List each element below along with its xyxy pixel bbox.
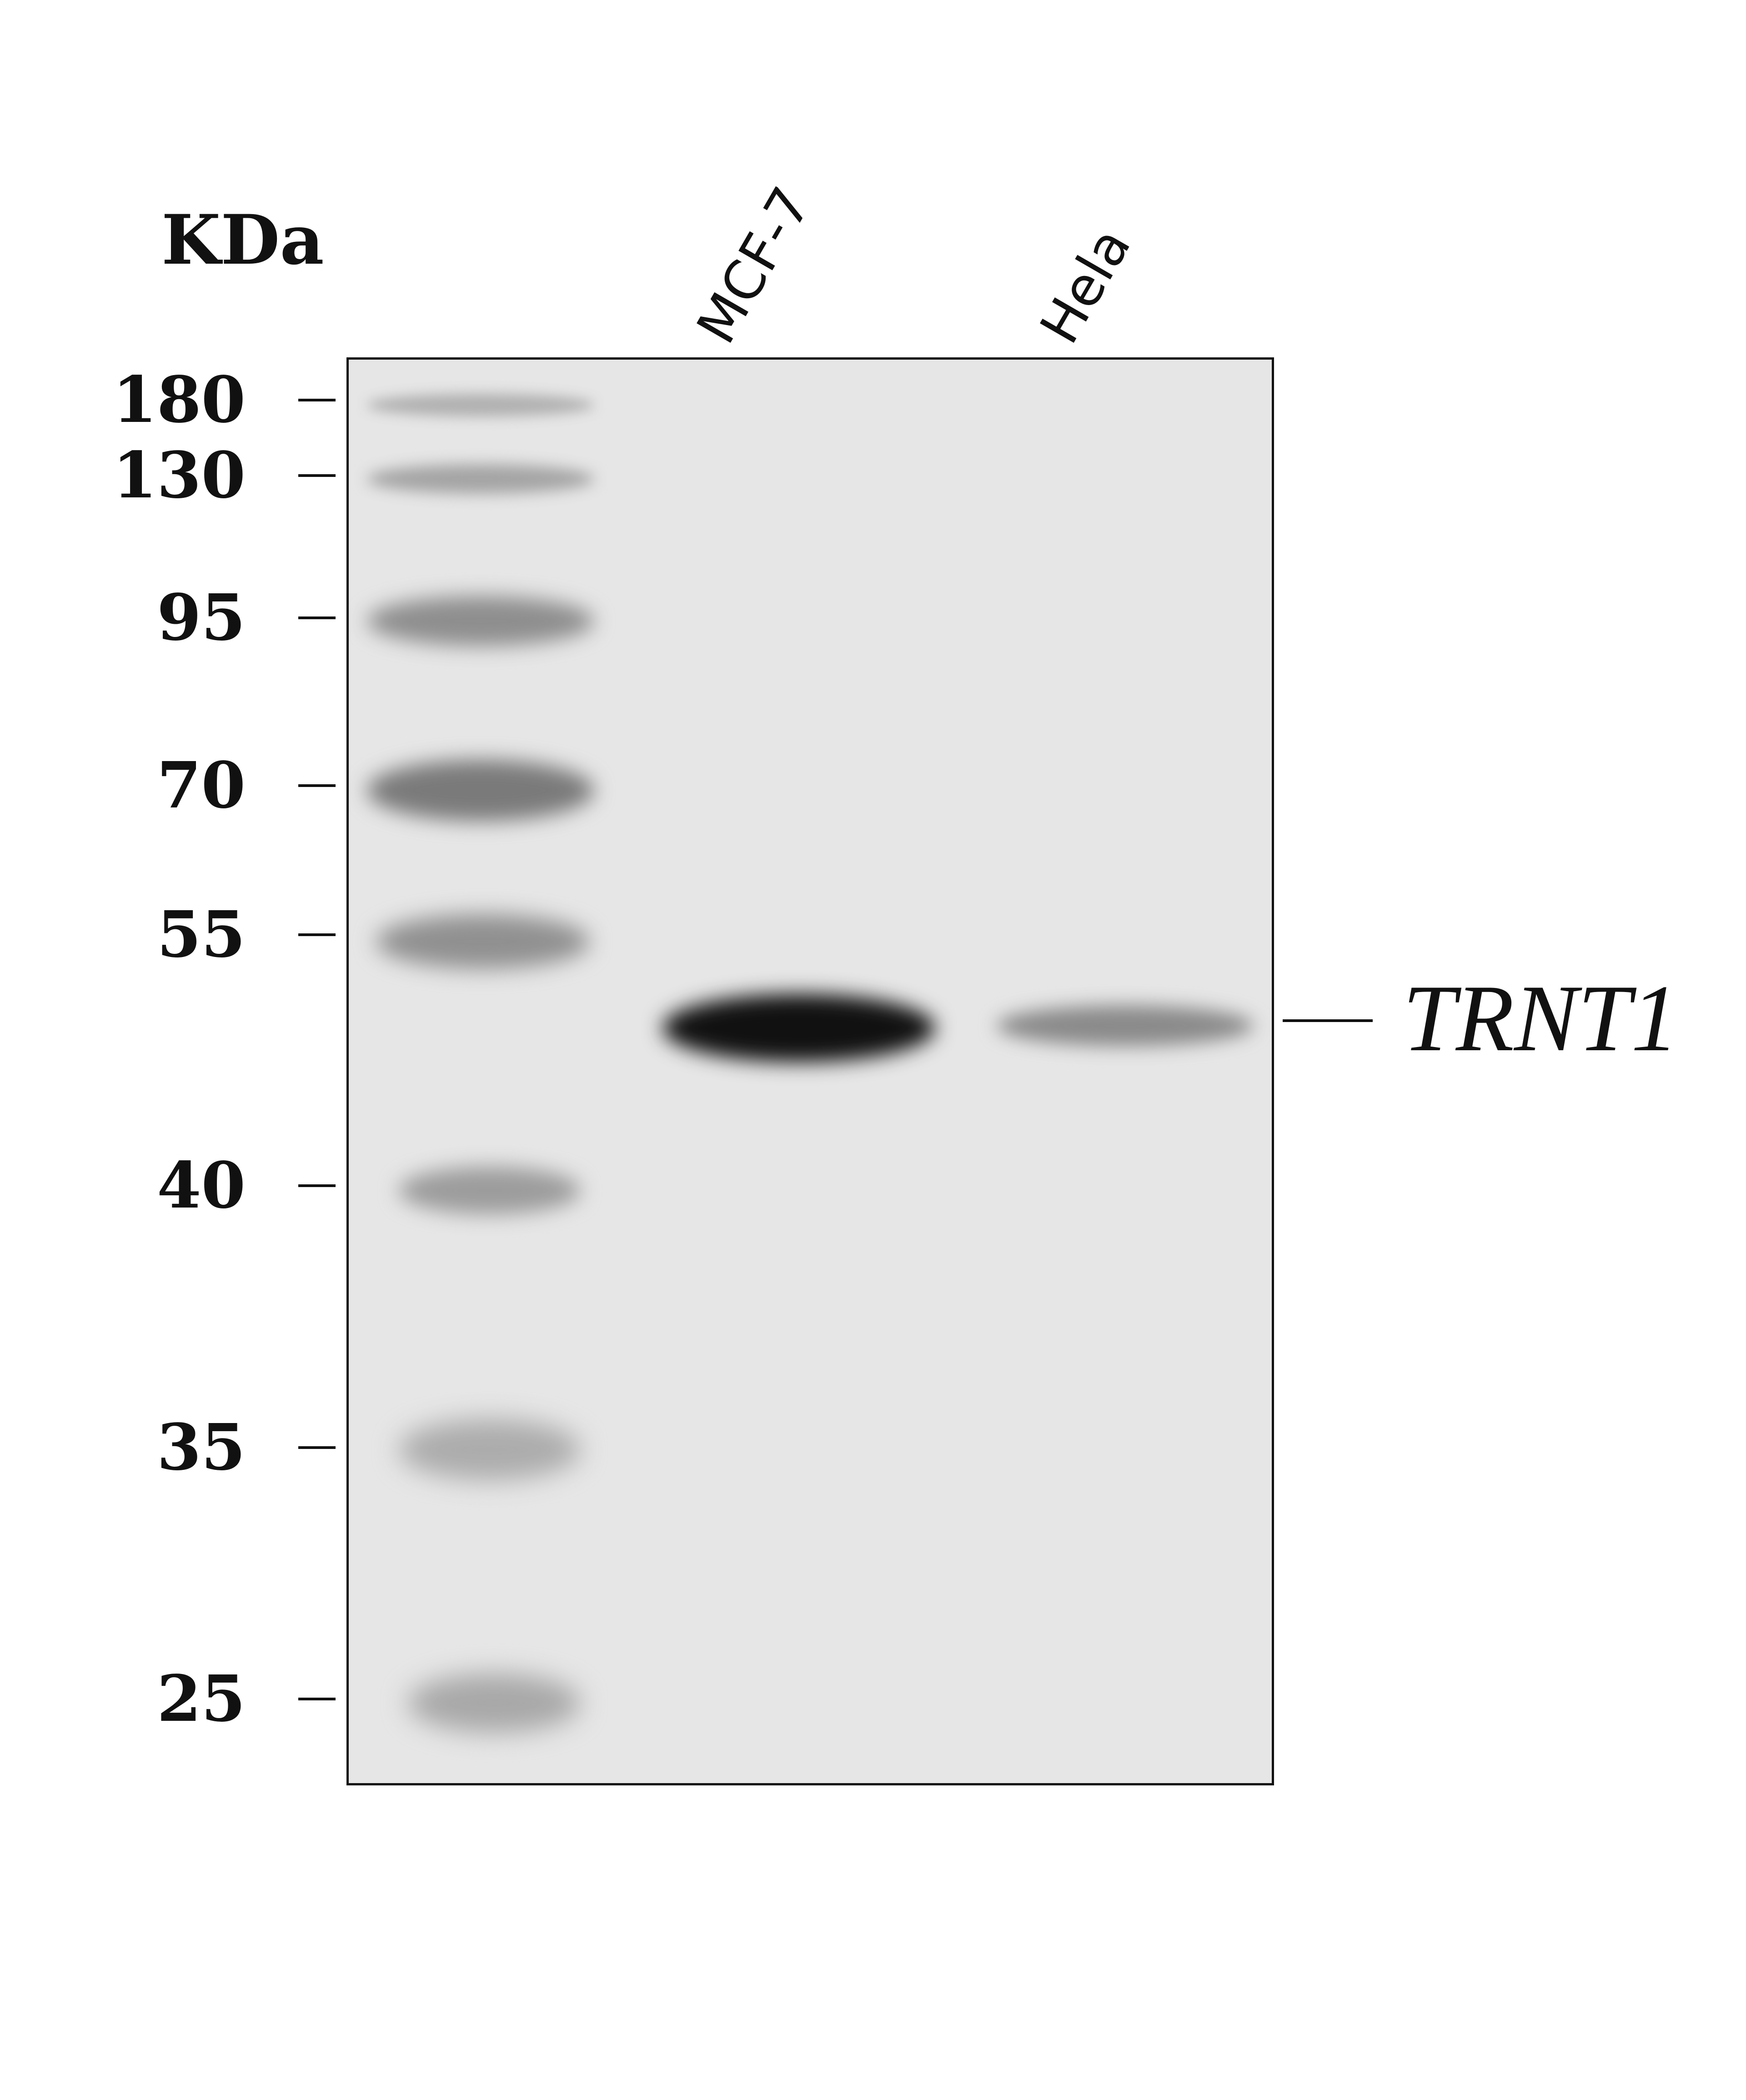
marker-label: 130 (112, 438, 246, 513)
marker-label: 95 (157, 581, 246, 655)
ladder-band-130 (367, 464, 594, 494)
target-protein-label: TRNT1 (1403, 966, 1679, 1071)
marker-tick (298, 1446, 336, 1449)
lane-label-mcf7: MCF-7 (684, 176, 823, 354)
band-hela-trnt1 (997, 1005, 1254, 1046)
ladder-band-180 (367, 394, 594, 416)
ladder-band-70 (367, 760, 594, 821)
ladder-band-25 (408, 1674, 581, 1733)
marker-tick (298, 474, 336, 477)
marker-label: 25 (157, 1662, 246, 1736)
marker-tick (298, 933, 336, 936)
marker-label: 180 (112, 363, 246, 437)
ladder-band-35 (399, 1419, 581, 1480)
marker-label: 70 (157, 748, 246, 823)
marker-label: 55 (157, 897, 246, 972)
target-pointer-line (1283, 1019, 1373, 1022)
marker-label: 40 (157, 1148, 246, 1223)
marker-tick (298, 616, 336, 619)
marker-label: 35 (157, 1410, 246, 1485)
unit-label: KDa (161, 200, 324, 280)
ladder-band-95 (367, 596, 594, 646)
marker-tick (298, 1184, 336, 1187)
marker-tick (298, 784, 336, 787)
ladder-band-40 (399, 1167, 581, 1214)
lane-label-hela: Hela (1028, 217, 1143, 354)
ladder-band-55 (376, 914, 590, 969)
band-mcf7-trnt1 (662, 994, 935, 1062)
marker-tick (298, 1698, 336, 1700)
blot-membrane (346, 357, 1274, 1785)
marker-tick (298, 399, 336, 401)
